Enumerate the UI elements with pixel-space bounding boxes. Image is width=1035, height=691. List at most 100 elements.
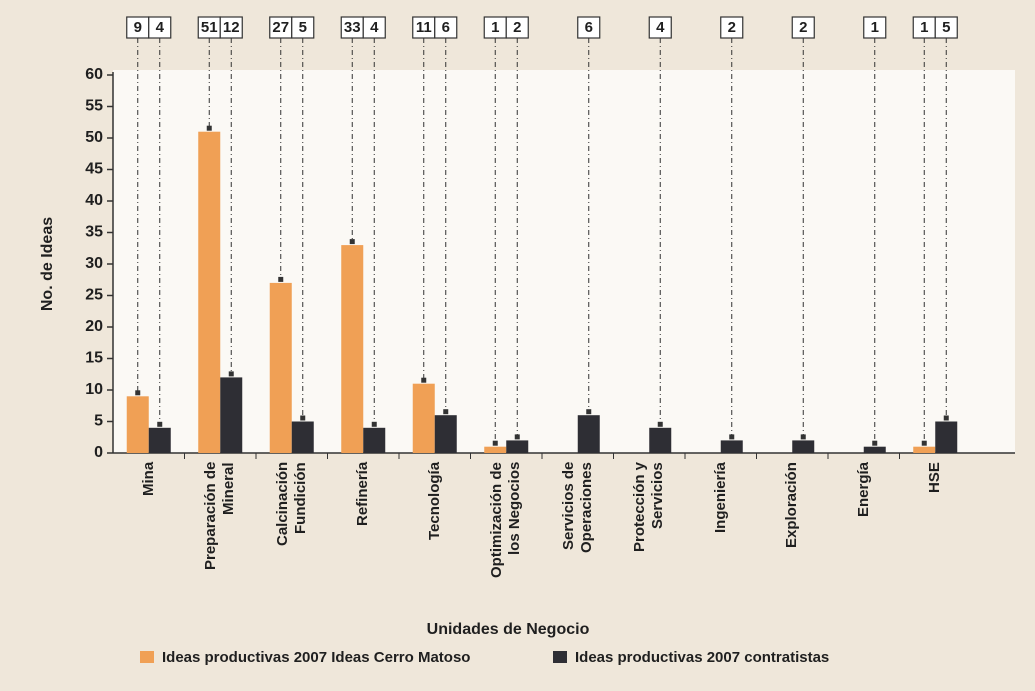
leader-marker	[135, 390, 141, 396]
x-tick-label: Ingeniería	[711, 462, 729, 533]
value-label: 33	[344, 19, 361, 36]
bar	[935, 421, 958, 453]
value-label: 5	[942, 19, 950, 36]
value-label-box	[148, 16, 172, 39]
x-tick-label: Protección y Servicios	[631, 462, 667, 553]
leader-marker	[943, 415, 949, 421]
value-label: 5	[299, 19, 307, 36]
value-label: 1	[491, 19, 499, 36]
value-label-box	[219, 16, 243, 39]
x-tick-label: Servicios de Operaciones	[559, 462, 595, 553]
y-tick-label: 35	[85, 224, 103, 241]
x-tick-label: Calcinación Fundición	[273, 462, 309, 547]
y-tick-label: 15	[85, 350, 103, 367]
bar	[506, 440, 529, 453]
bar	[220, 377, 243, 453]
leader-marker	[157, 421, 163, 427]
leader-marker	[371, 421, 377, 427]
leader-marker	[729, 434, 735, 440]
bar	[577, 415, 600, 453]
bar	[148, 427, 171, 453]
y-tick-label: 45	[85, 161, 103, 178]
bar	[412, 383, 435, 453]
bar	[484, 446, 507, 453]
value-label-box	[505, 16, 529, 39]
x-tick-label: Mina	[139, 462, 157, 497]
value-label: 4	[370, 19, 379, 36]
value-label: 11	[416, 19, 432, 36]
legend-swatch	[140, 651, 154, 663]
value-label-box	[791, 16, 815, 39]
leader-marker	[800, 434, 806, 440]
leader-marker	[443, 409, 449, 415]
x-tick-label: Refinería	[354, 462, 372, 527]
bar	[792, 440, 815, 453]
y-tick-label: 50	[85, 129, 103, 146]
y-tick-label: 10	[85, 381, 103, 398]
bar	[126, 396, 149, 453]
y-tick-label: 5	[94, 413, 103, 430]
value-label-box	[362, 16, 386, 39]
legend-label: Ideas productivas 2007 Ideas Cerro Matos…	[162, 649, 470, 666]
bar	[291, 421, 314, 453]
bar	[198, 131, 221, 453]
plot-area	[113, 70, 1015, 453]
leader-marker	[586, 409, 592, 415]
leader-marker	[228, 371, 234, 377]
value-label: 51	[201, 19, 218, 36]
value-label: 6	[585, 19, 593, 36]
value-label: 12	[223, 19, 240, 36]
value-label: 6	[442, 19, 450, 36]
x-tick-label: Optimización de los Negocios	[488, 462, 524, 578]
y-tick-label: 60	[85, 66, 103, 83]
value-label: 2	[728, 19, 736, 36]
leader-marker	[514, 434, 520, 440]
leader-marker	[657, 421, 663, 427]
value-label-box	[720, 16, 744, 39]
value-label-box	[863, 16, 887, 39]
y-tick-label: 30	[85, 255, 103, 272]
y-tick-label: 55	[85, 98, 103, 115]
y-axis-title: No. de Ideas	[39, 217, 56, 311]
value-label: 4	[656, 19, 665, 36]
value-label-box	[434, 16, 458, 39]
bar	[863, 446, 886, 453]
value-label: 27	[272, 19, 289, 36]
y-tick-label: 25	[85, 287, 103, 304]
leader-marker	[421, 377, 427, 383]
value-label: 1	[871, 19, 879, 36]
leader-marker	[921, 440, 927, 446]
legend-label: Ideas productivas 2007 contratistas	[575, 649, 829, 666]
bar	[720, 440, 743, 453]
value-label-box	[577, 16, 601, 39]
leader-marker	[206, 125, 212, 131]
leader-marker	[872, 440, 878, 446]
bar	[434, 415, 457, 453]
bar	[341, 245, 364, 453]
x-tick-label: HSE	[926, 462, 944, 493]
y-tick-label: 20	[85, 318, 103, 335]
y-tick-label: 0	[94, 444, 103, 461]
y-tick-label: 40	[85, 192, 103, 209]
x-axis-title: Unidades de Negocio	[427, 621, 590, 638]
value-label-box	[648, 16, 672, 39]
leader-marker	[492, 440, 498, 446]
bar	[913, 446, 936, 453]
value-label: 1	[920, 19, 928, 36]
value-label: 9	[134, 19, 142, 36]
leader-marker	[278, 276, 284, 282]
bar	[269, 282, 292, 453]
leader-marker	[349, 239, 355, 245]
legend-swatch	[553, 651, 567, 663]
x-tick-label: Tecnología	[425, 462, 443, 541]
value-label: 2	[513, 19, 521, 36]
bar	[649, 427, 672, 453]
x-tick-label: Energía	[854, 462, 872, 518]
value-label-box	[934, 16, 958, 39]
value-label: 2	[799, 19, 807, 36]
value-label-box	[291, 16, 315, 39]
x-tick-label: Preparación de Mineral	[202, 462, 238, 571]
leader-marker	[300, 415, 306, 421]
